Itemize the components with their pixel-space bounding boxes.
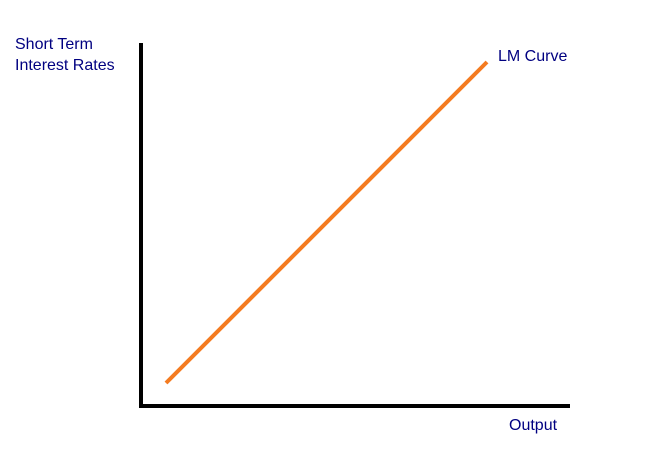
lm-curve-line	[164, 60, 489, 385]
y-axis-label-line-1: Short Term	[15, 36, 93, 53]
curve-label: LM Curve	[498, 48, 568, 65]
x-axis-label: Output	[509, 417, 558, 434]
y-axis-label: Short Term Interest Rates	[15, 34, 115, 76]
y-axis-label-line-2: Interest Rates	[15, 57, 115, 74]
